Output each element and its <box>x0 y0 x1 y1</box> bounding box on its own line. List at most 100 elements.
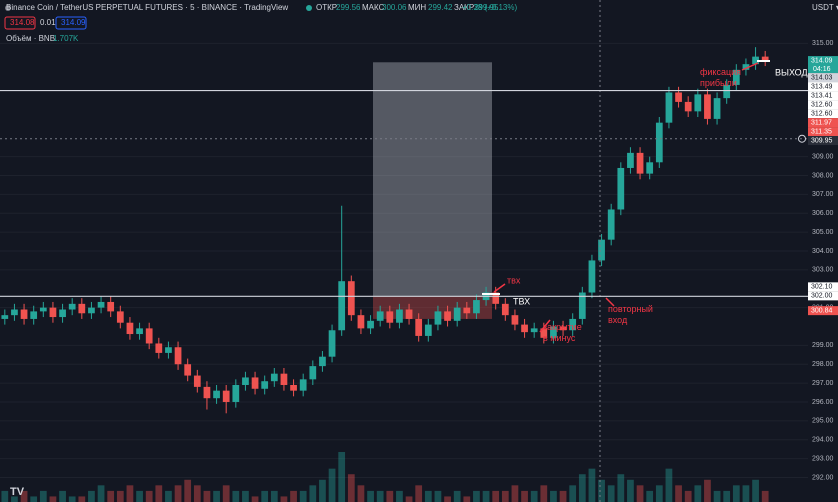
icon <box>5 5 11 11</box>
volume <box>1 452 769 502</box>
bid[interactable]: 314.08 <box>10 18 35 27</box>
candle-body <box>550 326 557 338</box>
candle-body <box>116 311 124 323</box>
buy-button[interactable] <box>55 16 87 30</box>
y-tick-label: 297.00 <box>812 380 834 387</box>
candle-body <box>713 98 721 119</box>
candle-body <box>107 301 115 312</box>
candle-body <box>376 311 384 321</box>
candle-body <box>251 377 259 389</box>
candle-body <box>473 300 480 314</box>
candle-body <box>588 260 596 293</box>
candle-body <box>396 309 403 323</box>
candle-body <box>405 309 413 319</box>
volume-bar <box>338 452 346 502</box>
volume-value: 1.707K <box>53 34 79 43</box>
volume-bar <box>732 485 740 502</box>
volume-bar <box>463 496 471 502</box>
price-tag-label: 311.97 <box>811 119 832 126</box>
candle-body <box>636 152 644 174</box>
y-tick-label: 308.00 <box>812 172 834 179</box>
candle-body <box>569 318 577 331</box>
volume-bar <box>617 474 625 502</box>
candle-body <box>627 152 634 168</box>
volume-bar <box>482 490 490 502</box>
volume-bar <box>88 490 95 502</box>
candle-body <box>761 56 769 61</box>
ohlc-label: ОТКР <box>316 3 337 12</box>
y-tick-label: 295.00 <box>812 418 834 425</box>
volume-bar <box>270 490 278 502</box>
volume-bar <box>11 496 18 502</box>
arrow <box>605 297 615 307</box>
volume-bar <box>598 479 605 502</box>
price-tag <box>808 136 838 146</box>
volume-bar <box>280 496 288 502</box>
price-tag-label: 313.41 <box>811 92 833 99</box>
sell-button[interactable] <box>4 16 36 30</box>
grid <box>0 42 808 478</box>
y-tick-label: 293.00 <box>812 455 834 462</box>
candle-body <box>367 320 374 329</box>
volume-bar <box>136 490 143 502</box>
volume-bar <box>492 490 500 502</box>
candle-body <box>213 390 220 399</box>
currency[interactable]: USDT ▾ <box>812 3 838 12</box>
candle-body <box>444 311 451 321</box>
candle-body <box>232 384 240 402</box>
volume-bar <box>184 479 192 502</box>
candle-body <box>665 92 673 123</box>
price-tag-label: 314.09 <box>811 57 833 64</box>
volume-label: Объём · BNB <box>6 34 55 43</box>
volume-bar <box>723 490 731 502</box>
price-tag-label: 313.49 <box>811 83 833 90</box>
volume-bar <box>290 490 297 502</box>
volume-bar <box>704 479 711 502</box>
volume-bar <box>473 490 480 502</box>
volume-bar <box>145 490 153 502</box>
volume-bar <box>232 490 240 502</box>
candle-body <box>752 56 759 65</box>
price-tag-label: 300.84 <box>811 307 833 314</box>
arrow <box>493 283 506 293</box>
candle-body <box>193 375 201 387</box>
ohlc-value: 299.56 <box>336 3 361 12</box>
volume-bar <box>261 490 269 502</box>
volume-bar <box>559 490 567 502</box>
candle-body <box>559 326 567 331</box>
candle-body <box>386 311 394 323</box>
arrow <box>539 319 551 333</box>
candle-body <box>338 281 346 331</box>
price-tag <box>808 291 838 301</box>
annotation: ТВХ <box>513 296 530 306</box>
volume-bar <box>665 468 673 502</box>
candle-body <box>39 307 47 312</box>
volume-bar <box>39 490 47 502</box>
volume-bar <box>396 490 403 502</box>
volume-bar <box>675 485 682 502</box>
volume-bar <box>165 490 172 502</box>
annotation: повторный вход <box>608 304 653 325</box>
change: +0.38 (+0.13%) <box>462 3 517 12</box>
candle-body <box>280 373 288 385</box>
volume-bar <box>126 485 134 502</box>
countdown: 04:16 <box>813 66 831 73</box>
volume-bar <box>501 490 509 502</box>
y-tick-label: 303.00 <box>812 267 834 274</box>
volume-bar <box>107 490 115 502</box>
candle-body <box>165 347 172 353</box>
price-tag <box>808 56 838 74</box>
volume-bar <box>376 490 384 502</box>
candle-body <box>723 84 731 99</box>
price-tag <box>808 91 838 101</box>
volume-bar <box>357 485 365 502</box>
ohlc-value: 299.42 <box>428 3 453 12</box>
ask[interactable]: 314.09 <box>61 18 86 27</box>
candle-body <box>434 311 442 325</box>
y-tick-label: 309.00 <box>812 153 834 160</box>
candle-body <box>68 303 76 310</box>
candle-body <box>424 324 432 336</box>
volume-bar <box>511 485 519 502</box>
volume-bar <box>530 490 538 502</box>
